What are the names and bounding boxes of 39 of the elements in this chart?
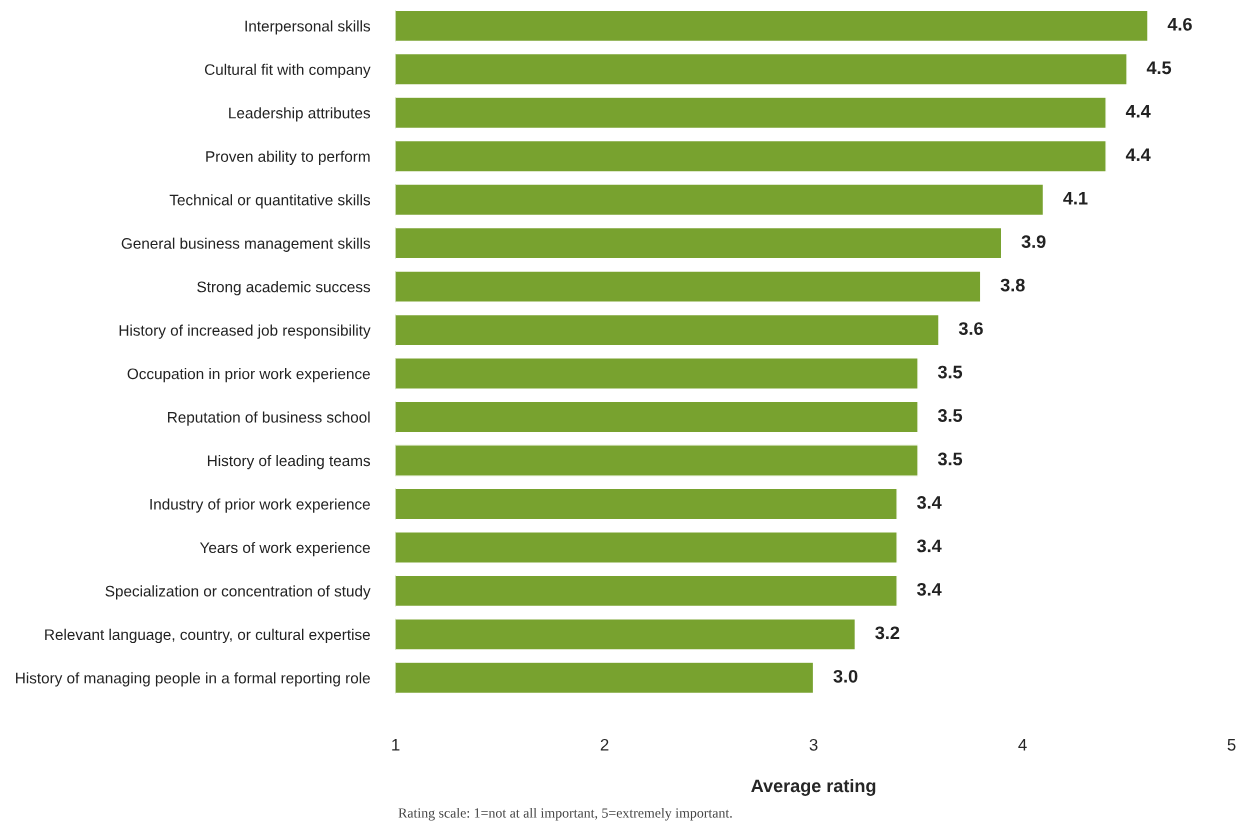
y-tick-label: Years of work experience	[199, 541, 370, 557]
y-tick-label: Strong academic success	[197, 281, 371, 296]
x-tick-label: 5	[1227, 739, 1236, 751]
y-tick-label: Interpersonal skills	[245, 20, 371, 35]
y-tick-label: Reputation of business school	[168, 411, 370, 426]
data-label: 3.2	[875, 626, 900, 640]
data-label: 3.4	[917, 496, 942, 509]
data-label: 3.4	[917, 582, 942, 596]
y-tick-label: History of increased job responsibility	[119, 324, 371, 339]
y-tick-label: General business management skills	[121, 237, 371, 252]
data-label: 3.5	[937, 365, 963, 379]
y-tick-label: History of managing people in a formal reporting role	[16, 672, 370, 687]
data-label: 4.5	[1146, 61, 1172, 75]
data-label: 3.5	[937, 452, 963, 466]
y-tick-label: Cultural fit with company	[204, 63, 371, 79]
y-tick-label: Occupation in prior work experience	[127, 368, 370, 383]
data-label: 3.0	[833, 669, 858, 683]
y-tick-label: Proven ability to perform	[206, 150, 370, 165]
y-tick-label: History of leading teams	[207, 454, 371, 470]
data-label: 3.6	[958, 322, 983, 335]
data-label: 3.9	[1021, 235, 1046, 249]
y-tick-label: Leadership attributes	[229, 107, 371, 122]
y-tick-label: Relevant language, country, or cultural expertise	[45, 628, 370, 644]
text: Rating scale: 1=not at all important, 5=extremely important.	[398, 807, 732, 821]
x-tick-label: 1	[392, 739, 400, 751]
data-label: 4.6	[1167, 17, 1192, 31]
y-tick-label: Specialization or concentration of study	[105, 585, 371, 600]
x-axis-title: Average rating	[751, 778, 876, 796]
data-label: 4.1	[1063, 191, 1088, 205]
y-tick-label: Industry of prior work experience	[150, 498, 370, 513]
x-tick-label: 2	[600, 738, 609, 751]
data-label: 3.4	[917, 539, 942, 553]
y-tick-label: Technical or quantitative skills	[169, 194, 371, 209]
data-label: 3.8	[1000, 278, 1025, 292]
x-tick-label: 3	[809, 738, 818, 751]
x-tick-label: 4	[1018, 739, 1027, 751]
data-label: 4.4	[1125, 148, 1151, 161]
data-label: 4.4	[1125, 105, 1151, 118]
data-label: 3.5	[937, 409, 963, 422]
